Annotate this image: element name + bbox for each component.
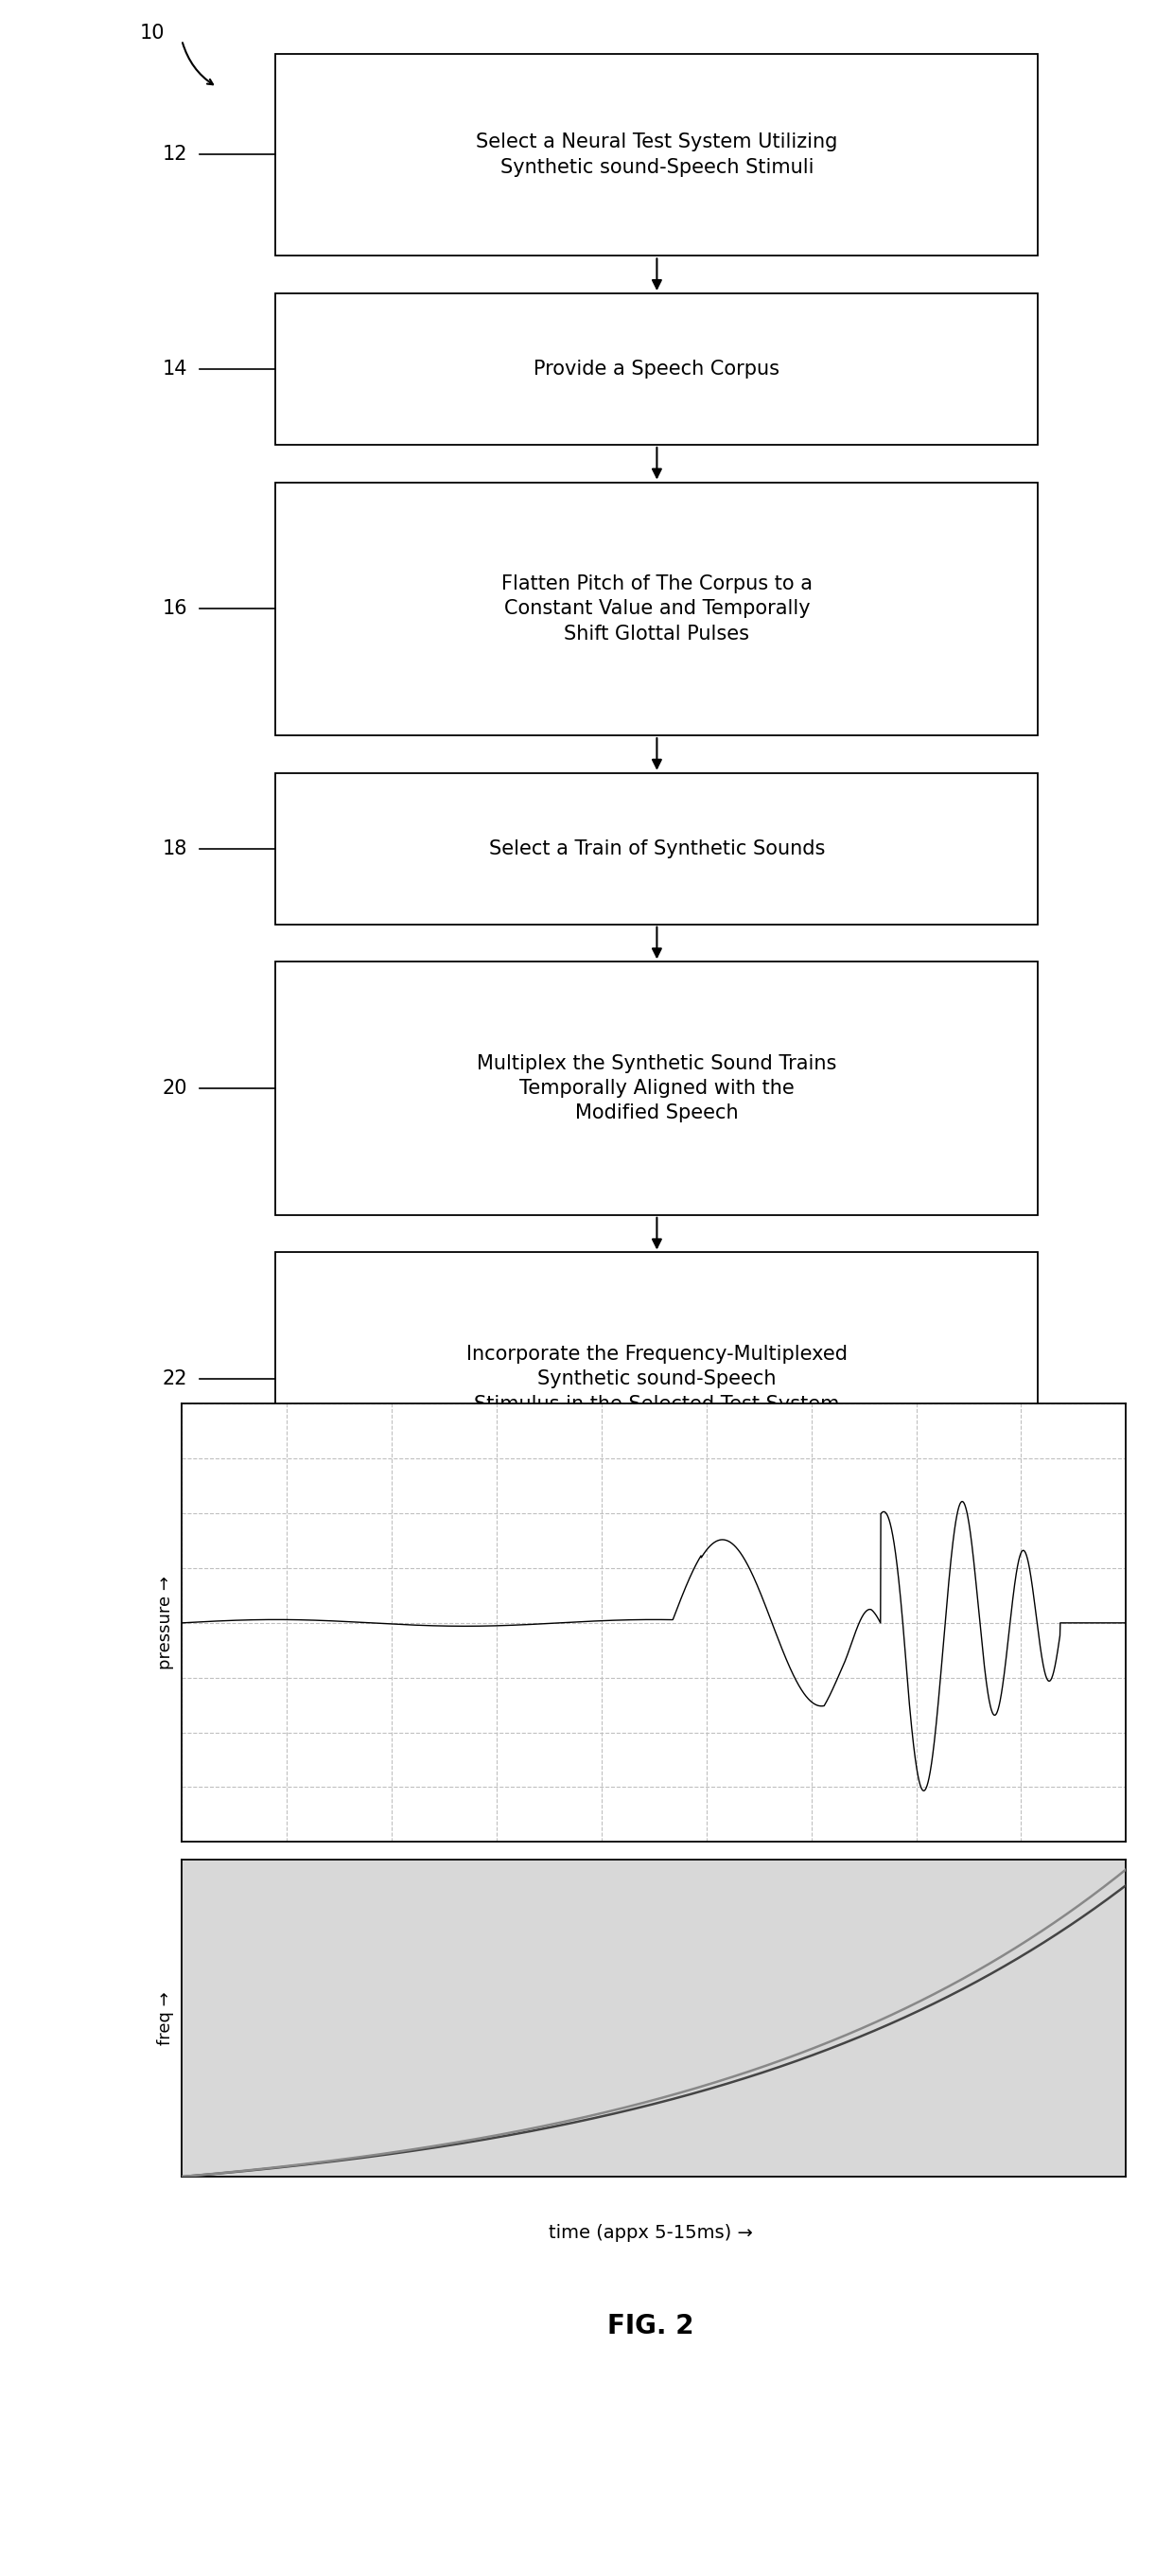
- Text: Select a Train of Synthetic Sounds: Select a Train of Synthetic Sounds: [489, 840, 825, 858]
- Text: FIG. 2: FIG. 2: [608, 2313, 694, 2339]
- FancyBboxPatch shape: [276, 54, 1038, 255]
- Text: Select a Neural Test System Utilizing
Synthetic sound-Speech Stimuli: Select a Neural Test System Utilizing Sy…: [476, 134, 838, 178]
- Text: Flatten Pitch of The Corpus to a
Constant Value and Temporally
Shift Glottal Pul: Flatten Pitch of The Corpus to a Constan…: [501, 574, 813, 644]
- FancyBboxPatch shape: [276, 294, 1038, 446]
- Text: Incorporate the Frequency-Multiplexed
Synthetic sound-Speech
Stimulus in the Sel: Incorporate the Frequency-Multiplexed Sy…: [467, 1345, 847, 1414]
- Text: Provide a Speech Corpus: Provide a Speech Corpus: [534, 361, 780, 379]
- FancyBboxPatch shape: [276, 1252, 1038, 1504]
- Text: time (appx 5-15ms) →: time (appx 5-15ms) →: [549, 2226, 753, 2241]
- Text: 22: 22: [163, 1370, 188, 1388]
- Text: 18: 18: [163, 840, 188, 858]
- Y-axis label: pressure →: pressure →: [157, 1577, 174, 1669]
- Text: 10: 10: [140, 23, 165, 44]
- Y-axis label: freq →: freq →: [157, 1991, 174, 2045]
- FancyBboxPatch shape: [276, 773, 1038, 925]
- Text: 20: 20: [163, 1079, 188, 1097]
- Text: 12: 12: [163, 144, 188, 165]
- Text: 16: 16: [163, 600, 188, 618]
- Text: Multiplex the Synthetic Sound Trains
Temporally Aligned with the
Modified Speech: Multiplex the Synthetic Sound Trains Tem…: [477, 1054, 836, 1123]
- FancyBboxPatch shape: [276, 961, 1038, 1216]
- FancyBboxPatch shape: [276, 482, 1038, 734]
- Text: FIG. 1: FIG. 1: [613, 1566, 700, 1592]
- Text: 14: 14: [163, 361, 188, 379]
